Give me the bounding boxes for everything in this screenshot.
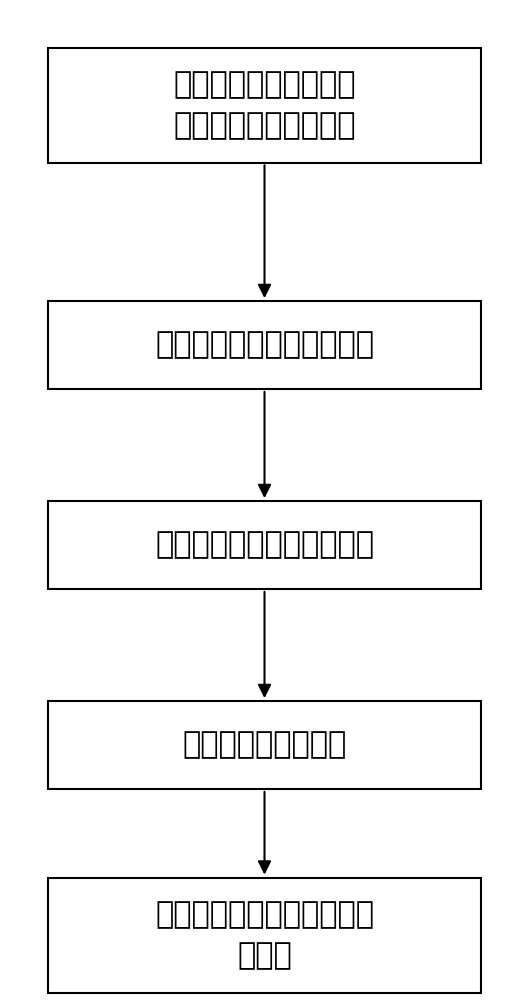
Bar <box>48 701 481 789</box>
Bar <box>48 47 481 162</box>
Bar <box>48 301 481 389</box>
Text: 煤岩应力加载的实验: 煤岩应力加载的实验 <box>183 730 346 760</box>
Bar <box>48 501 481 589</box>
Text: 监测点的布设及应力的获取: 监测点的布设及应力的获取 <box>155 330 374 360</box>
Text: 得到采煤工作面的推进速度
最大值: 得到采煤工作面的推进速度 最大值 <box>155 900 374 970</box>
Bar <box>48 878 481 992</box>
Text: 应力增加梯度平均值的获取: 应力增加梯度平均值的获取 <box>155 530 374 560</box>
Text: 获取采煤工作面参数和
超前支承压力分布曲线: 获取采煤工作面参数和 超前支承压力分布曲线 <box>174 70 355 140</box>
